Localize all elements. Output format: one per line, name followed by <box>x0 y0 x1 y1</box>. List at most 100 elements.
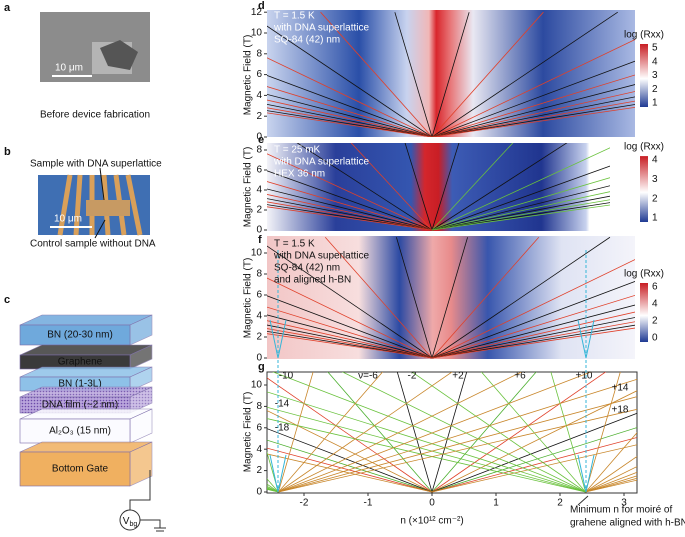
y-tick-label: 8 <box>256 145 262 156</box>
landau-level <box>278 372 592 493</box>
layer-label: BN (1-3L) <box>58 379 101 390</box>
y-tick-label: 10 <box>251 28 263 39</box>
fan-lines <box>267 11 637 493</box>
landau-level <box>431 106 635 137</box>
landau-level <box>431 143 568 231</box>
layer-top <box>19 314 153 326</box>
colorbar-tick-label: 2 <box>652 84 658 95</box>
colorbar-tick-label: 5 <box>652 43 658 54</box>
colorbar <box>640 156 648 222</box>
landau-level <box>278 378 637 493</box>
landau-level <box>431 104 635 137</box>
panel-label: c <box>4 294 10 306</box>
landau-level <box>278 408 637 493</box>
landau-level <box>431 412 637 493</box>
y-tick-label: 0 <box>256 487 262 498</box>
landau-level <box>267 25 433 137</box>
landau-level <box>278 396 637 493</box>
y-tick-label: 2 <box>256 332 262 343</box>
landau-level <box>431 311 635 359</box>
annotation: SQ-84 (42) nm <box>274 35 340 46</box>
landau-level <box>267 103 433 137</box>
landau-level <box>396 237 433 359</box>
colorbar <box>640 44 648 107</box>
annotation: T = 1.5 K <box>274 239 315 250</box>
x-axis-label: n (×10¹² cm⁻²) <box>400 516 463 527</box>
landau-level <box>431 236 611 359</box>
colorbar-tick-label: 0 <box>652 333 658 344</box>
annotation: SQ-84 (42) nm <box>274 263 340 274</box>
landau-level <box>394 12 433 137</box>
panel-label: f <box>258 234 262 246</box>
landau-level <box>431 185 610 231</box>
panel-label: b <box>4 146 11 158</box>
colorbar-label: log (Rxx) <box>624 269 664 280</box>
colorbar-tick-label: 2 <box>652 193 658 204</box>
y-tick-label: 8 <box>256 48 262 59</box>
filling-label: ν=-6 <box>358 371 378 382</box>
landau-level <box>267 153 433 231</box>
landau-level <box>431 11 618 137</box>
landau-level <box>267 428 433 493</box>
annotation: with DNA superlattice <box>273 23 369 34</box>
ground <box>140 519 166 532</box>
landau-level <box>296 143 433 231</box>
landau-level <box>267 188 433 231</box>
flake <box>100 40 138 70</box>
colorbar-tick-label: 4 <box>652 56 658 67</box>
colorbar-label: log (Rxx) <box>624 30 664 41</box>
colorbar-tick-label: 2 <box>652 316 658 327</box>
colorbar <box>640 283 648 342</box>
landau-level <box>320 11 433 137</box>
y-tick-label: 6 <box>256 422 262 433</box>
colorbar-tick-label: 6 <box>652 282 658 293</box>
fan <box>267 372 637 493</box>
annotation: and aligned h-BN <box>274 275 351 286</box>
landau-level <box>550 372 586 493</box>
filling-label: -10 <box>279 371 294 382</box>
moire-fan <box>269 319 595 493</box>
landau-level <box>585 479 637 493</box>
landau-level <box>431 372 607 493</box>
colorbar-tick-label: 1 <box>652 213 658 224</box>
landau-level <box>267 107 433 137</box>
y-tick-label: 2 <box>256 205 262 216</box>
y-tick-label: 2 <box>256 465 262 476</box>
landau-level <box>324 236 433 359</box>
wire <box>129 470 151 510</box>
annotation: Sample with DNA superlattice <box>30 159 162 170</box>
annotation: T = 1.5 K <box>274 11 315 22</box>
annotation: Control sample without DNA <box>30 239 156 250</box>
landau-level <box>267 333 433 359</box>
landau-level <box>267 112 433 137</box>
x-tick-label: 0 <box>429 498 435 509</box>
y-tick-label: 10 <box>251 248 263 259</box>
landau-level <box>585 471 637 493</box>
colorbar-tick-label: 4 <box>652 299 658 310</box>
landau-level <box>431 237 468 359</box>
y-tick-label: 6 <box>256 290 262 301</box>
landau-level <box>431 39 635 137</box>
y-tick-label: 0 <box>256 353 262 364</box>
filling-label: +18 <box>612 405 629 416</box>
y-tick-label: 4 <box>256 444 262 455</box>
landau-level <box>267 198 433 231</box>
annotation: T = 25 mK <box>274 145 321 156</box>
landau-level <box>396 372 433 493</box>
landau-level <box>278 372 384 493</box>
y-axis-label: Magnetic Field (T) <box>243 35 254 116</box>
landau-level <box>431 177 610 231</box>
landau-level <box>267 306 433 359</box>
layer-label: DNA film (~2 nm) <box>42 400 118 411</box>
y-tick-label: 8 <box>256 269 262 280</box>
landau-level <box>267 93 433 137</box>
y-tick-label: 2 <box>256 111 262 122</box>
y-tick-label: 6 <box>256 69 262 80</box>
landau-level <box>585 432 637 493</box>
fan <box>267 143 610 231</box>
annotation: grahene aligned with h-BN <box>570 518 685 529</box>
landau-level <box>267 478 279 493</box>
scale-label: 10 μm <box>54 214 82 225</box>
landau-level <box>431 191 610 231</box>
